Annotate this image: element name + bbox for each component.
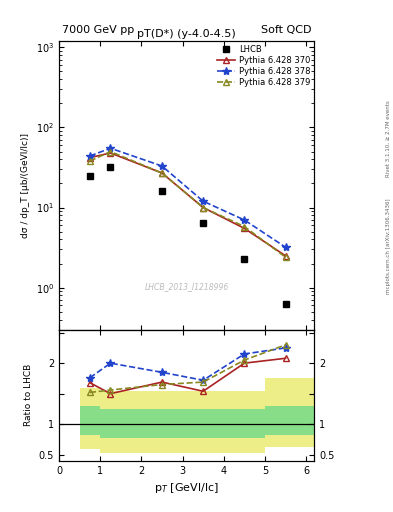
Pythia 6.428 379 bbox=[160, 170, 164, 176]
LHCB bbox=[201, 220, 206, 226]
Pythia 6.428 379 bbox=[201, 204, 206, 210]
LHCB bbox=[88, 173, 92, 179]
LHCB bbox=[242, 255, 247, 262]
Line: LHCB: LHCB bbox=[86, 164, 289, 308]
Line: Pythia 6.428 379: Pythia 6.428 379 bbox=[86, 148, 289, 261]
Y-axis label: Ratio to LHCB: Ratio to LHCB bbox=[24, 364, 33, 426]
Pythia 6.428 370 bbox=[201, 204, 206, 210]
Pythia 6.428 378 bbox=[242, 217, 247, 223]
Y-axis label: dσ / dp_T [μb/(GeVl/lc)]: dσ / dp_T [μb/(GeVl/lc)] bbox=[21, 133, 30, 238]
Text: 7000 GeV pp: 7000 GeV pp bbox=[61, 25, 134, 35]
Text: mcplots.cern.ch [arXiv:1306.3436]: mcplots.cern.ch [arXiv:1306.3436] bbox=[386, 198, 391, 293]
Legend: LHCB, Pythia 6.428 370, Pythia 6.428 378, Pythia 6.428 379: LHCB, Pythia 6.428 370, Pythia 6.428 378… bbox=[215, 44, 312, 89]
Pythia 6.428 378 bbox=[283, 244, 288, 250]
Pythia 6.428 370 bbox=[160, 170, 164, 176]
Title: pT(D*) (y-4.0-4.5): pT(D*) (y-4.0-4.5) bbox=[137, 29, 236, 39]
Pythia 6.428 370 bbox=[283, 253, 288, 259]
Pythia 6.428 379 bbox=[283, 254, 288, 260]
X-axis label: p$_T$ [GeVl/lc]: p$_T$ [GeVl/lc] bbox=[154, 481, 219, 495]
Line: Pythia 6.428 378: Pythia 6.428 378 bbox=[86, 144, 290, 251]
Pythia 6.428 379 bbox=[242, 223, 247, 229]
LHCB bbox=[283, 301, 288, 307]
Pythia 6.428 370 bbox=[108, 150, 113, 156]
Pythia 6.428 370 bbox=[88, 155, 92, 161]
Text: LHCB_2013_I1218996: LHCB_2013_I1218996 bbox=[145, 282, 229, 291]
Pythia 6.428 370 bbox=[242, 225, 247, 231]
Line: Pythia 6.428 370: Pythia 6.428 370 bbox=[86, 150, 289, 259]
Pythia 6.428 378 bbox=[160, 163, 164, 169]
Pythia 6.428 379 bbox=[108, 148, 113, 155]
Text: Soft QCD: Soft QCD bbox=[261, 25, 312, 35]
Pythia 6.428 378 bbox=[201, 198, 206, 204]
Pythia 6.428 378 bbox=[88, 153, 92, 159]
Pythia 6.428 378 bbox=[108, 145, 113, 152]
LHCB bbox=[160, 188, 164, 194]
Pythia 6.428 379 bbox=[88, 158, 92, 164]
LHCB bbox=[108, 164, 113, 170]
Text: Rivet 3.1.10, ≥ 2.7M events: Rivet 3.1.10, ≥ 2.7M events bbox=[386, 100, 391, 177]
